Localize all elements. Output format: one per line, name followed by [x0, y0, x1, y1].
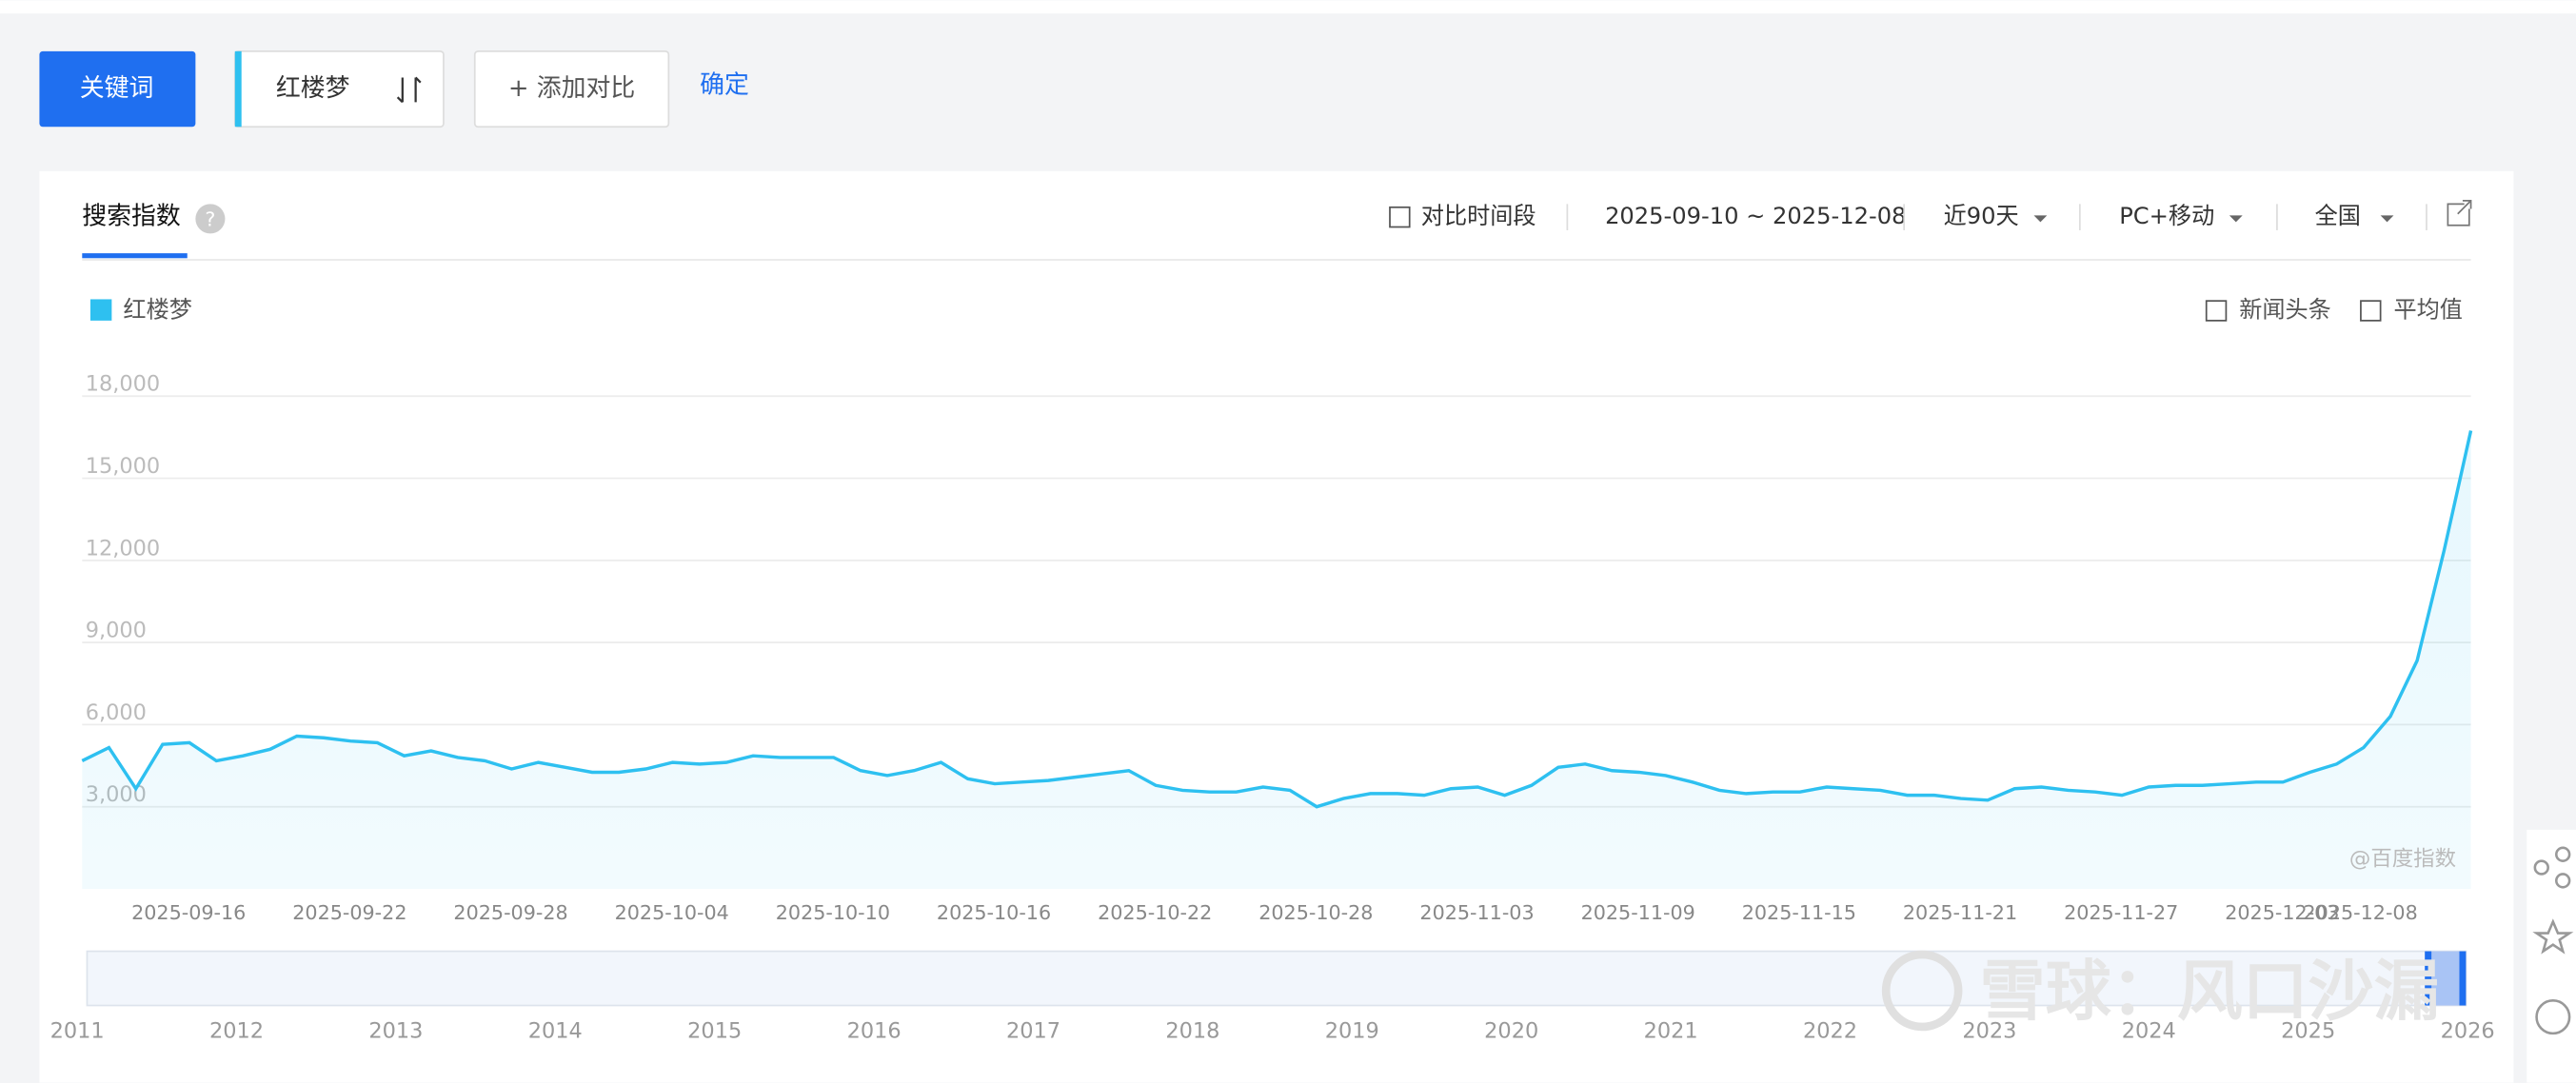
x-tick-label: 2025-09-16 — [131, 901, 246, 924]
dropdown-arrow[interactable] — [2033, 215, 2048, 223]
x-tick-label: 2025-12-03 — [2225, 901, 2339, 924]
dropdown-arrow[interactable] — [2380, 215, 2394, 223]
plot: 3,0006,0009,00012,00015,00018,0002025-09… — [81, 372, 2473, 924]
legend-swatch — [89, 299, 112, 321]
year-label: 2021 — [1644, 1019, 1698, 1044]
tab-underline — [82, 253, 188, 259]
year-label: 2019 — [1325, 1019, 1379, 1044]
sort-icon[interactable] — [396, 76, 422, 104]
help-icon[interactable] — [195, 204, 226, 234]
navigator[interactable] — [86, 950, 2467, 1007]
top-strip — [0, 0, 2576, 14]
keyword-text[interactable]: 红楼梦 — [276, 74, 350, 103]
x-tick-label: 2025-09-22 — [292, 901, 406, 924]
year-label: 2025 — [2281, 1019, 2335, 1044]
date-range[interactable]: 2025-09-10 ~ 2025-12-08 — [1605, 203, 1906, 229]
side-icons — [2532, 846, 2574, 1035]
x-tick-label: 2025-11-21 — [1903, 901, 2017, 924]
export-icon[interactable] — [2447, 200, 2472, 226]
tab-title[interactable]: 搜索指数 — [82, 203, 181, 231]
x-tick-label: 2025-10-04 — [615, 901, 729, 924]
x-tick-label: 2025-10-28 — [1258, 901, 1373, 924]
compare-period[interactable]: 对比时间段 — [1421, 203, 1536, 229]
watermark-logo — [1881, 950, 1963, 1032]
x-tick-label: 2025-11-03 — [1419, 901, 1534, 924]
news-toggle[interactable]: 新闻头条 — [2239, 297, 2331, 324]
checkbox[interactable] — [1389, 206, 1411, 228]
year-label: 2017 — [1006, 1019, 1060, 1044]
x-tick-label: 2025-11-15 — [1742, 901, 1856, 924]
navigator-window[interactable] — [2425, 951, 2467, 1006]
y-tick-label: 18,000 — [86, 372, 160, 397]
star-icon[interactable] — [2532, 918, 2574, 955]
checkbox[interactable] — [2205, 300, 2228, 322]
y-tick-label: 9,000 — [86, 619, 147, 643]
year-label: 2018 — [1165, 1019, 1219, 1044]
confirm-link[interactable]: 确定 — [700, 71, 749, 100]
year-label: 2014 — [528, 1019, 583, 1044]
year-label: 2016 — [847, 1019, 902, 1044]
dropdown-arrow[interactable] — [2229, 215, 2243, 223]
series-line — [81, 430, 2473, 809]
x-tick-label: 2025-11-27 — [2064, 901, 2178, 924]
keyword-button[interactable] — [39, 50, 196, 128]
source-label: @百度指数 — [2349, 846, 2456, 871]
x-tick-label: 2025-11-09 — [1581, 901, 1695, 924]
year-label: 2013 — [368, 1019, 423, 1044]
navigator-handle[interactable] — [2425, 951, 2432, 1006]
help-side-icon[interactable] — [2535, 999, 2571, 1035]
checkbox[interactable] — [2360, 300, 2382, 322]
y-tick-label: 6,000 — [86, 700, 147, 725]
year-label: 2012 — [209, 1019, 264, 1044]
share-icon[interactable] — [2533, 859, 2549, 876]
series-area — [82, 430, 2471, 889]
add-compare-button[interactable] — [473, 49, 670, 128]
x-tick-label: 2025-10-22 — [1098, 901, 1212, 924]
period-select[interactable]: 近90天 — [1944, 203, 2019, 229]
legend-label[interactable]: 红楼梦 — [123, 297, 191, 324]
keyword-button-text[interactable]: 关键词 — [80, 74, 154, 103]
year-label: 2015 — [687, 1019, 742, 1044]
x-tick-label: 2025-10-10 — [776, 901, 890, 924]
navigator-handle[interactable] — [2459, 951, 2467, 1006]
year-label: 2020 — [1484, 1019, 1538, 1044]
year-label: 2022 — [1803, 1019, 1857, 1044]
share-icon[interactable] — [2554, 873, 2571, 889]
y-tick-label: 15,000 — [86, 454, 160, 479]
year-label: 2023 — [1962, 1019, 2016, 1044]
average-toggle[interactable]: 平均值 — [2393, 297, 2462, 324]
y-tick-label: 12,000 — [86, 536, 160, 561]
help-text[interactable]: ? — [205, 208, 215, 231]
side-bar — [2526, 829, 2576, 1083]
panel — [39, 170, 2514, 1083]
navigator-axis: 2011 2012 2013 2014 2015 2016 2017 2018 2019 2020… — [50, 1019, 2495, 1044]
x-tick-label: 2025-09-28 — [453, 901, 567, 924]
year-label: 2026 — [2441, 1019, 2495, 1044]
keyword-color-bar — [234, 50, 242, 128]
add-compare-text[interactable]: + 添加对比 — [508, 74, 635, 103]
year-label: 2024 — [2122, 1019, 2176, 1044]
device-select[interactable]: PC+移动 — [2119, 203, 2214, 229]
share-icon[interactable] — [2554, 846, 2571, 862]
x-tick-label: 2025-12-08 — [2304, 901, 2418, 924]
x-tick-label: 2025-10-16 — [937, 901, 1051, 924]
watermark: 雪球：风口沙漏 — [1980, 954, 2440, 1030]
year-label: 2011 — [50, 1019, 105, 1044]
region-select[interactable]: 全国 — [2315, 203, 2361, 229]
